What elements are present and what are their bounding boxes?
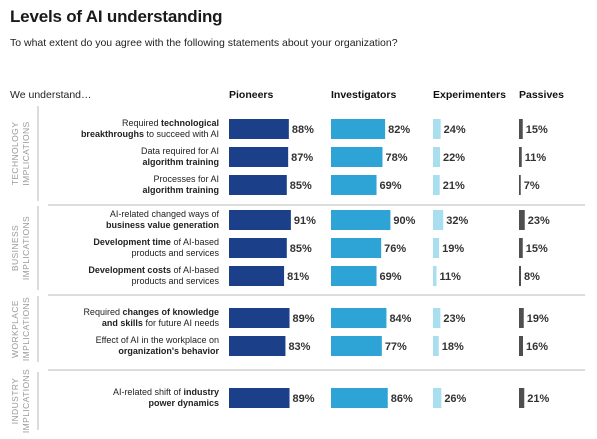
bar-experimenters bbox=[433, 147, 441, 167]
bar-pioneers bbox=[229, 147, 289, 167]
bar-pioneers bbox=[229, 238, 287, 258]
value-label: 81% bbox=[287, 271, 309, 283]
value-label: 24% bbox=[444, 124, 466, 136]
value-label: 89% bbox=[293, 393, 315, 405]
value-label: 69% bbox=[380, 180, 402, 192]
bar-experimenters bbox=[433, 308, 441, 328]
value-label: 85% bbox=[290, 180, 312, 192]
value-label: 84% bbox=[389, 313, 411, 325]
value-label: 18% bbox=[442, 341, 464, 353]
value-label: 23% bbox=[528, 215, 550, 227]
bar-experimenters bbox=[433, 266, 437, 286]
bar-investigators bbox=[331, 336, 382, 356]
row-label: Required changes of knowledge and skills … bbox=[83, 307, 219, 328]
row-label: Effect of AI in the workplace on organiza… bbox=[96, 335, 220, 356]
category-label: TECHNOLOGYIMPLICATIONS bbox=[10, 121, 31, 185]
value-label: 23% bbox=[443, 313, 465, 325]
row-label: Development time of AI-based products and… bbox=[93, 237, 219, 258]
row-label: Data required for AI algorithm training bbox=[141, 146, 219, 167]
bar-investigators bbox=[331, 175, 377, 195]
bar-investigators bbox=[331, 308, 387, 328]
bar-experimenters bbox=[433, 210, 444, 230]
value-label: 82% bbox=[388, 124, 410, 136]
row-label: Development costs of AI-based products an… bbox=[88, 265, 219, 286]
value-label: 83% bbox=[288, 341, 310, 353]
value-label: 85% bbox=[290, 243, 312, 255]
value-label: 22% bbox=[443, 152, 465, 164]
row-label: Required technological breakthroughs to s… bbox=[81, 118, 219, 139]
row-label: Processes for AI algorithm training bbox=[143, 174, 220, 195]
bar-passives bbox=[519, 119, 523, 139]
bar-passives bbox=[519, 266, 521, 286]
bar-investigators bbox=[331, 210, 391, 230]
value-label: 91% bbox=[294, 215, 316, 227]
value-label: 90% bbox=[393, 215, 415, 227]
bar-pioneers bbox=[229, 119, 289, 139]
value-label: 77% bbox=[385, 341, 407, 353]
bar-passives bbox=[519, 147, 522, 167]
bar-investigators bbox=[331, 147, 383, 167]
row-label: AI-related changed ways of business value… bbox=[106, 209, 220, 230]
bar-passives bbox=[519, 175, 521, 195]
bar-investigators bbox=[331, 238, 382, 258]
bar-experimenters bbox=[433, 175, 440, 195]
value-label: 15% bbox=[526, 243, 548, 255]
value-label: 69% bbox=[380, 271, 402, 283]
bar-experimenters bbox=[433, 336, 439, 356]
bar-pioneers bbox=[229, 388, 290, 408]
category-label: WORKPLACEIMPLICATIONS bbox=[10, 297, 31, 361]
bar-experimenters bbox=[433, 119, 441, 139]
bar-pioneers bbox=[229, 266, 285, 286]
value-label: 21% bbox=[443, 180, 465, 192]
bar-experimenters bbox=[433, 238, 440, 258]
bar-passives bbox=[519, 210, 525, 230]
value-label: 87% bbox=[291, 152, 313, 164]
value-label: 32% bbox=[446, 215, 468, 227]
chart-subtitle: To what extent do you agree with the fol… bbox=[10, 37, 398, 49]
category-label: BUSINESSIMPLICATIONS bbox=[10, 216, 31, 280]
value-label: 11% bbox=[440, 271, 462, 283]
bar-pioneers bbox=[229, 175, 287, 195]
chart-title: Levels of AI understanding bbox=[10, 7, 223, 26]
value-label: 86% bbox=[391, 393, 413, 405]
bar-passives bbox=[519, 238, 523, 258]
value-label: 88% bbox=[292, 124, 314, 136]
value-label: 78% bbox=[385, 152, 407, 164]
column-header-passives: Passives bbox=[519, 89, 564, 101]
bar-passives bbox=[519, 388, 525, 408]
bar-investigators bbox=[331, 266, 377, 286]
bar-experimenters bbox=[433, 388, 442, 408]
column-header-investigators: Investigators bbox=[331, 89, 397, 101]
bar-investigators bbox=[331, 388, 388, 408]
value-label: 26% bbox=[444, 393, 466, 405]
row-label: AI-related shift of industry power dynami… bbox=[113, 387, 219, 408]
value-label: 21% bbox=[527, 393, 549, 405]
category-label: INDUSTRYIMPLICATIONS bbox=[10, 369, 31, 433]
row-group-lead: We understand… bbox=[10, 89, 92, 101]
bar-passives bbox=[519, 336, 523, 356]
bar-pioneers bbox=[229, 210, 291, 230]
value-label: 7% bbox=[524, 180, 540, 192]
column-header-experimenters: Experimenters bbox=[433, 89, 506, 101]
value-label: 19% bbox=[527, 313, 549, 325]
value-label: 89% bbox=[293, 313, 315, 325]
value-label: 15% bbox=[526, 124, 548, 136]
bar-pioneers bbox=[229, 336, 286, 356]
value-label: 11% bbox=[525, 152, 547, 164]
bar-investigators bbox=[331, 119, 386, 139]
bar-pioneers bbox=[229, 308, 290, 328]
value-label: 8% bbox=[524, 271, 540, 283]
column-header-pioneers: Pioneers bbox=[229, 89, 274, 101]
value-label: 16% bbox=[526, 341, 548, 353]
bar-passives bbox=[519, 308, 524, 328]
value-label: 19% bbox=[442, 243, 464, 255]
value-label: 76% bbox=[384, 243, 406, 255]
